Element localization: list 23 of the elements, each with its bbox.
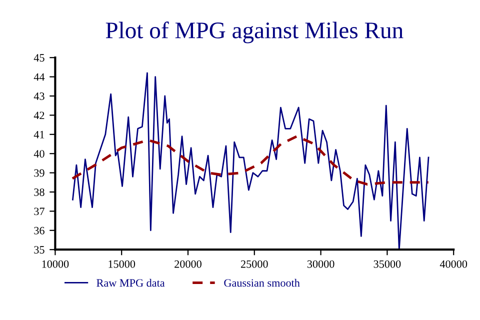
chart-title: Plot of MPG against Miles Run (106, 22, 404, 44)
y-tick-label: 42 (34, 112, 44, 120)
x-tick-label: 20000 (174, 260, 202, 268)
line-series (72, 72, 430, 250)
x-tick-label: 30000 (307, 260, 334, 268)
x-tick-label: 40000 (440, 260, 468, 268)
legend-label: Gaussian smooth (224, 278, 300, 287)
x-tick-label: 25000 (241, 260, 268, 268)
y-tick-label: 40 (34, 150, 44, 158)
x-tick-label: 10000 (42, 260, 69, 268)
y-tick-label: 41 (34, 130, 44, 138)
y-tick-label: 43 (34, 92, 44, 100)
y-tick-label: 44 (34, 73, 45, 81)
y-tick-label: 38 (34, 188, 44, 196)
x-tick-label: 15000 (108, 260, 136, 268)
legend-label: Raw MPG data (96, 278, 165, 287)
line-series (71, 135, 430, 186)
y-tick-label: 39 (34, 169, 44, 177)
y-tick-label: 36 (34, 226, 44, 234)
y-tick-label: 45 (34, 54, 44, 62)
x-tick-label: 35000 (374, 260, 401, 268)
y-tick-label: 37 (34, 208, 44, 216)
y-tick-label: 35 (34, 246, 44, 254)
